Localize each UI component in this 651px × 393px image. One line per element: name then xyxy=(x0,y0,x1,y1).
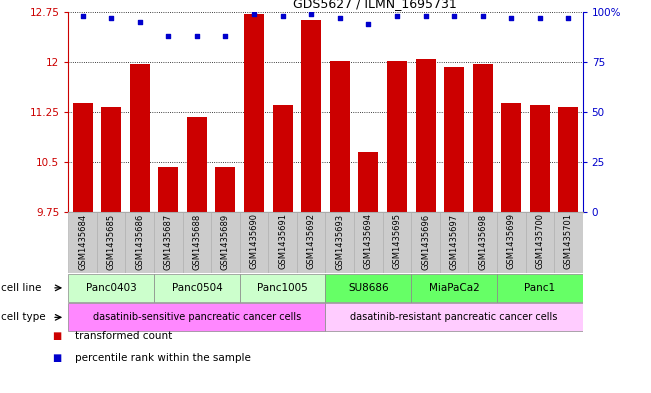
Text: GSM1435685: GSM1435685 xyxy=(107,213,116,270)
Text: GSM1435691: GSM1435691 xyxy=(278,213,287,270)
Text: Panc0403: Panc0403 xyxy=(86,283,137,293)
FancyBboxPatch shape xyxy=(497,274,583,302)
Bar xyxy=(130,64,150,212)
Bar xyxy=(383,212,411,273)
Bar xyxy=(187,117,207,212)
Bar xyxy=(158,167,178,212)
Bar xyxy=(468,212,497,273)
Point xyxy=(191,33,202,39)
Bar xyxy=(444,67,464,212)
FancyBboxPatch shape xyxy=(326,274,411,302)
Bar xyxy=(101,107,121,212)
Text: ■: ■ xyxy=(52,353,61,363)
FancyBboxPatch shape xyxy=(411,274,497,302)
Bar xyxy=(473,64,493,212)
Text: GSM1435694: GSM1435694 xyxy=(364,213,373,270)
Point xyxy=(106,15,117,21)
FancyBboxPatch shape xyxy=(68,303,326,331)
Point xyxy=(563,15,574,21)
Text: MiaPaCa2: MiaPaCa2 xyxy=(429,283,479,293)
Text: GSM1435688: GSM1435688 xyxy=(193,213,201,270)
Bar xyxy=(154,212,183,273)
Text: GSM1435699: GSM1435699 xyxy=(506,213,516,270)
Point xyxy=(163,33,174,39)
Point xyxy=(277,13,288,19)
Point xyxy=(363,21,374,27)
Bar xyxy=(330,61,350,212)
Bar xyxy=(97,212,126,273)
Text: GSM1435684: GSM1435684 xyxy=(78,213,87,270)
Text: GSM1435689: GSM1435689 xyxy=(221,213,230,270)
Text: GSM1435687: GSM1435687 xyxy=(164,213,173,270)
Point xyxy=(392,13,402,19)
Bar xyxy=(244,14,264,212)
Bar xyxy=(358,152,378,212)
Text: GSM1435696: GSM1435696 xyxy=(421,213,430,270)
Text: GSM1435697: GSM1435697 xyxy=(450,213,458,270)
Text: ■: ■ xyxy=(52,331,61,341)
Bar xyxy=(301,20,321,212)
Text: GSM1435700: GSM1435700 xyxy=(535,213,544,270)
FancyBboxPatch shape xyxy=(154,274,240,302)
Bar xyxy=(415,59,436,212)
Text: Panc1: Panc1 xyxy=(524,283,555,293)
Bar xyxy=(68,212,97,273)
Text: GSM1435686: GSM1435686 xyxy=(135,213,145,270)
Bar xyxy=(240,212,268,273)
Bar xyxy=(126,212,154,273)
Text: GSM1435692: GSM1435692 xyxy=(307,213,316,270)
Bar xyxy=(183,212,211,273)
Text: cell line: cell line xyxy=(1,283,42,293)
FancyBboxPatch shape xyxy=(240,274,326,302)
Bar xyxy=(554,212,583,273)
Text: GSM1435698: GSM1435698 xyxy=(478,213,487,270)
Bar xyxy=(215,167,236,212)
Bar xyxy=(440,212,468,273)
Bar xyxy=(273,105,293,212)
Bar xyxy=(559,107,578,212)
Text: Panc0504: Panc0504 xyxy=(172,283,222,293)
Point xyxy=(421,13,431,19)
Bar xyxy=(497,212,525,273)
Bar xyxy=(525,212,554,273)
Bar xyxy=(326,212,354,273)
Text: dasatinib-sensitive pancreatic cancer cells: dasatinib-sensitive pancreatic cancer ce… xyxy=(93,312,301,322)
Text: SU8686: SU8686 xyxy=(348,283,389,293)
Point xyxy=(335,15,345,21)
Point xyxy=(220,33,230,39)
Bar xyxy=(530,105,550,212)
Bar xyxy=(354,212,383,273)
Point xyxy=(77,13,88,19)
Bar xyxy=(211,212,240,273)
Point xyxy=(534,15,545,21)
Text: GSM1435695: GSM1435695 xyxy=(393,213,402,270)
Point xyxy=(306,11,316,17)
Point xyxy=(135,18,145,25)
Text: dasatinib-resistant pancreatic cancer cells: dasatinib-resistant pancreatic cancer ce… xyxy=(350,312,558,322)
Point xyxy=(506,15,516,21)
Point xyxy=(477,13,488,19)
Text: GSM1435693: GSM1435693 xyxy=(335,213,344,270)
Text: GSM1435701: GSM1435701 xyxy=(564,213,573,270)
FancyBboxPatch shape xyxy=(68,274,154,302)
Bar xyxy=(297,212,326,273)
Bar xyxy=(268,212,297,273)
FancyBboxPatch shape xyxy=(326,303,583,331)
Text: percentile rank within the sample: percentile rank within the sample xyxy=(75,353,251,363)
Text: transformed count: transformed count xyxy=(75,331,172,341)
Text: GDS5627 / ILMN_1695731: GDS5627 / ILMN_1695731 xyxy=(293,0,457,10)
Bar xyxy=(73,103,92,212)
Bar xyxy=(411,212,440,273)
Point xyxy=(449,13,459,19)
Text: cell type: cell type xyxy=(1,312,46,322)
Point xyxy=(249,11,259,17)
Bar xyxy=(501,103,521,212)
Bar xyxy=(387,61,407,212)
Text: Panc1005: Panc1005 xyxy=(257,283,308,293)
Text: GSM1435690: GSM1435690 xyxy=(249,213,258,270)
